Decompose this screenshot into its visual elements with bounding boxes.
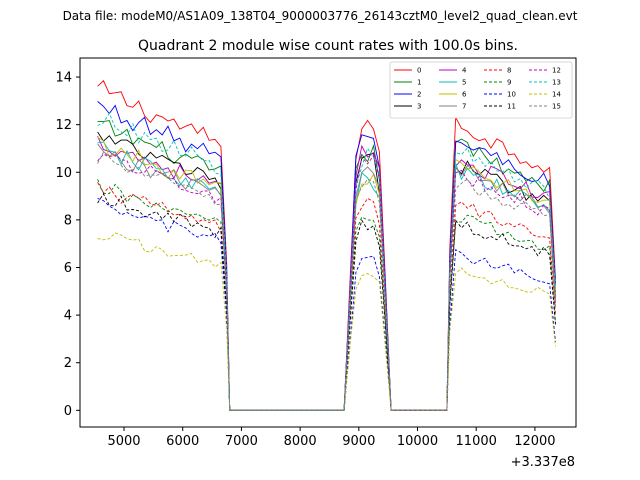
chart-suptitle: Data file: modeM0/AS1A09_138T04_90000037… [63, 9, 578, 23]
legend-label-8: 8 [507, 67, 511, 75]
legend-label-6: 6 [462, 91, 467, 99]
series-line-14 [97, 232, 556, 411]
y-tick-label: 6 [64, 261, 72, 276]
y-tick-label: 2 [64, 356, 72, 371]
x-tick-label: 8000 [284, 434, 317, 449]
x-tick-label: 11000 [456, 434, 497, 449]
legend-label-11: 11 [507, 103, 516, 111]
chart-title: Quadrant 2 module wise count rates with … [138, 38, 518, 54]
y-tick-label: 12 [55, 118, 72, 133]
y-tick-label: 4 [64, 309, 72, 324]
x-axis-offset-label: +3.337e8 [511, 455, 575, 470]
y-axis: 0 2 4 6 8 10 12 14 [55, 71, 80, 419]
x-tick-label: 10000 [397, 434, 438, 449]
series-line-11 [97, 193, 556, 411]
legend-label-2: 2 [417, 91, 421, 99]
legend-label-3: 3 [417, 103, 421, 111]
series-line-1 [97, 120, 556, 411]
x-tick-label: 7000 [225, 434, 258, 449]
plot-border [79, 57, 577, 428]
legend-label-9: 9 [507, 79, 511, 87]
y-tick-label: 0 [64, 404, 72, 419]
legend-label-10: 10 [507, 91, 516, 99]
x-tick-label: 9000 [342, 434, 375, 449]
legend-label-12: 12 [552, 67, 561, 75]
legend-label-13: 13 [552, 79, 561, 87]
legend-box [389, 61, 573, 119]
legend-label-1: 1 [417, 79, 421, 87]
series-line-10 [97, 197, 556, 411]
legend-label-7: 7 [462, 103, 466, 111]
legend-label-0: 0 [417, 67, 421, 75]
legend-label-15: 15 [552, 103, 561, 111]
plot-area [80, 58, 576, 427]
series-line-2 [97, 101, 556, 411]
legend-label-4: 4 [462, 67, 467, 75]
x-axis: 5000 6000 7000 8000 9000 10000 11000 12000 [107, 427, 556, 449]
series-line-13 [97, 112, 556, 411]
y-tick-label: 14 [55, 71, 72, 86]
legend-label-14: 14 [552, 91, 561, 99]
series-line-8 [97, 182, 556, 411]
y-tick-label: 10 [55, 166, 72, 181]
legend-label-5: 5 [462, 79, 466, 87]
y-tick-label: 8 [64, 213, 72, 228]
series-line-15 [97, 151, 556, 411]
x-tick-label: 6000 [166, 434, 199, 449]
series-layer [97, 80, 556, 411]
x-tick-label: 12000 [514, 434, 555, 449]
x-tick-label: 5000 [107, 434, 140, 449]
